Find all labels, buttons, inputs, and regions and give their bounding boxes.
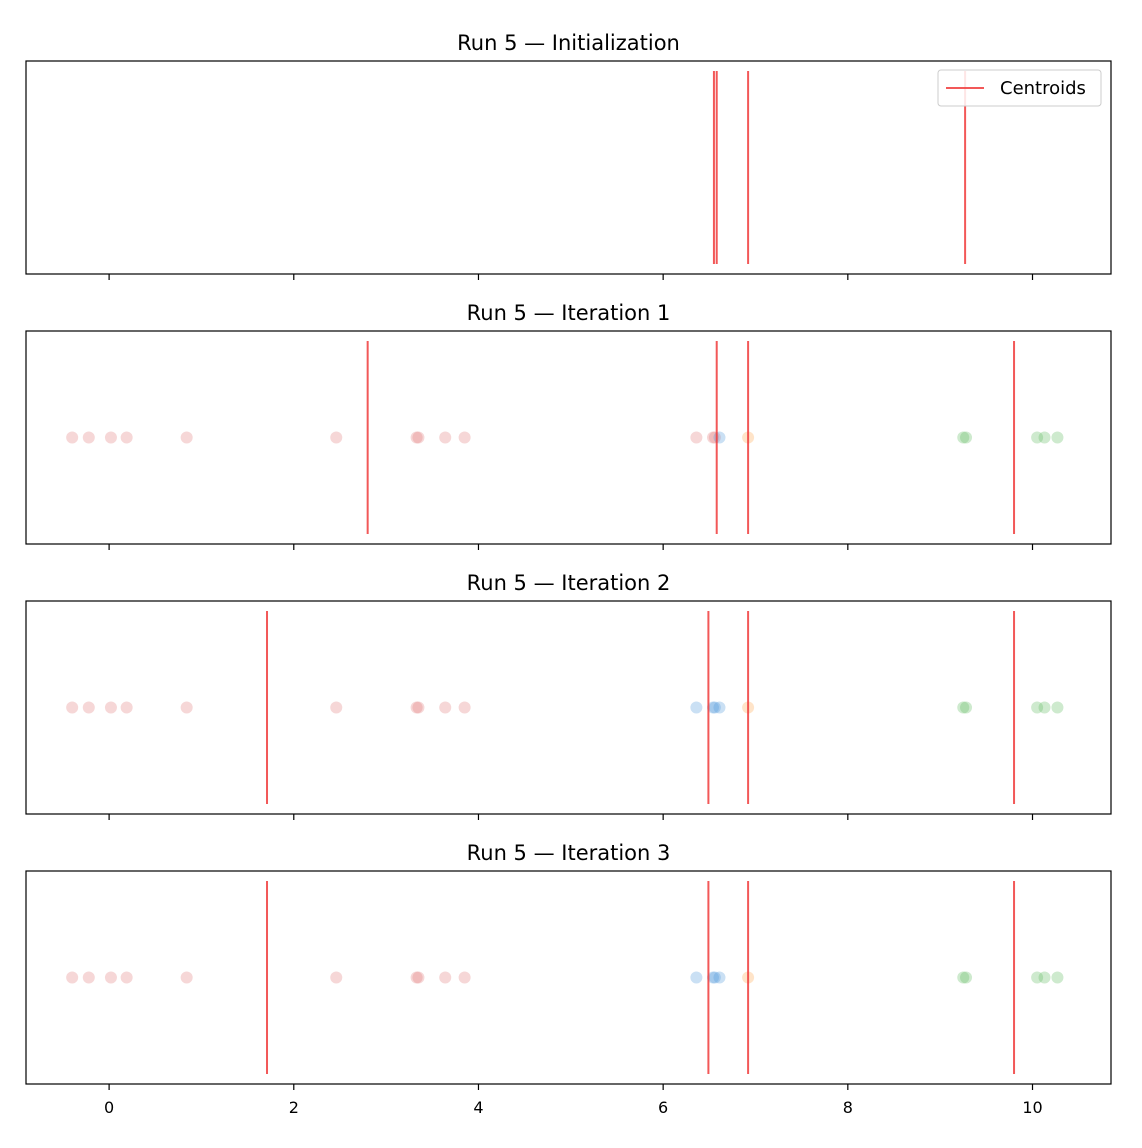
- x-tick-label: 4: [473, 1098, 483, 1117]
- data-point: [690, 431, 703, 444]
- data-point: [713, 701, 726, 714]
- data-point: [960, 431, 973, 444]
- data-point: [180, 701, 193, 714]
- data-point: [82, 971, 95, 984]
- data-point: [180, 971, 193, 984]
- data-point: [1038, 701, 1051, 714]
- x-tick-label: 2: [289, 1098, 299, 1117]
- legend-box: [937, 69, 1102, 107]
- data-point: [690, 971, 703, 984]
- data-point: [412, 971, 425, 984]
- data-point: [66, 701, 79, 714]
- subplot-title: Run 5 — Iteration 1: [467, 301, 671, 325]
- data-point: [1031, 701, 1044, 714]
- data-point: [1031, 431, 1044, 444]
- legend-label: Centroids: [1000, 78, 1086, 99]
- x-tick-label: 8: [843, 1098, 853, 1117]
- data-point: [82, 701, 95, 714]
- data-point: [82, 431, 95, 444]
- data-point: [104, 431, 117, 444]
- data-point: [330, 971, 343, 984]
- data-point: [1038, 431, 1051, 444]
- data-point: [458, 431, 471, 444]
- data-point: [1051, 431, 1064, 444]
- data-point: [708, 431, 721, 444]
- legend: Centroids: [937, 69, 1102, 107]
- subplot-panel-4: Run 5 — Iteration 3 0 2 4 6 8 10: [25, 841, 1112, 1117]
- data-point: [66, 971, 79, 984]
- data-point: [410, 701, 423, 714]
- x-tick-label: 0: [104, 1098, 114, 1117]
- data-point: [439, 971, 452, 984]
- subplot-title: Run 5 — Iteration 2: [467, 571, 671, 595]
- data-point: [960, 701, 973, 714]
- axes-frame: [25, 600, 1112, 815]
- data-point: [1051, 701, 1064, 714]
- data-point: [330, 431, 343, 444]
- data-point: [104, 971, 117, 984]
- data-point: [1038, 971, 1051, 984]
- axes-frame: [25, 870, 1112, 1085]
- data-point: [1051, 971, 1064, 984]
- data-point: [410, 971, 423, 984]
- subplot-panel-3: Run 5 — Iteration 2: [25, 571, 1112, 820]
- data-point: [412, 701, 425, 714]
- data-point: [458, 971, 471, 984]
- data-point: [439, 701, 452, 714]
- axes-frame: [25, 60, 1112, 275]
- data-point: [1031, 971, 1044, 984]
- axes-frame: [25, 330, 1112, 545]
- subplot-panel-2: Run 5 — Iteration 1: [25, 301, 1112, 550]
- data-point: [960, 971, 973, 984]
- data-point: [120, 701, 133, 714]
- x-tick-label: 10: [1022, 1098, 1042, 1117]
- data-point: [66, 431, 79, 444]
- data-point: [439, 431, 452, 444]
- data-point: [690, 701, 703, 714]
- data-point: [707, 701, 720, 714]
- data-point: [713, 971, 726, 984]
- data-point: [708, 701, 721, 714]
- data-point: [707, 971, 720, 984]
- data-point: [713, 431, 726, 444]
- subplot-title: Run 5 — Initialization: [457, 31, 680, 55]
- data-point: [180, 431, 193, 444]
- data-point: [120, 971, 133, 984]
- data-point: [708, 971, 721, 984]
- x-tick-label: 6: [658, 1098, 668, 1117]
- data-point: [104, 701, 117, 714]
- data-point: [120, 431, 133, 444]
- data-point: [330, 701, 343, 714]
- data-point: [957, 971, 970, 984]
- subplot-panel-1: Run 5 — Initialization Centroids: [25, 31, 1112, 280]
- data-point: [957, 431, 970, 444]
- data-point: [957, 701, 970, 714]
- data-point: [458, 701, 471, 714]
- data-point: [410, 431, 423, 444]
- subplot-title: Run 5 — Iteration 3: [467, 841, 671, 865]
- data-point: [412, 431, 425, 444]
